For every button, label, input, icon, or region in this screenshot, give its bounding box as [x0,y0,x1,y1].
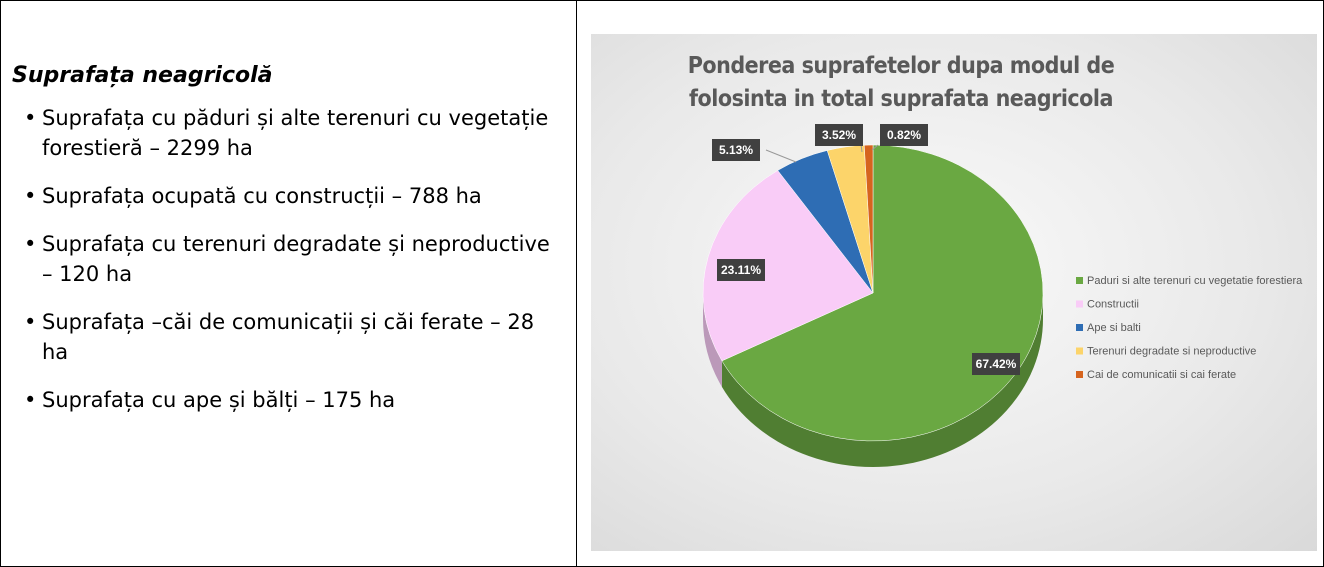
legend-label: Terenuri degradate si neproductive [1087,346,1256,358]
leader-line [765,149,797,163]
chart-svg: 67.42% 23.11% 5.13% 3.52% 0.82% Paduri si alt… [702,124,1303,467]
legend-swatch [1076,300,1083,308]
data-label-box [972,353,1020,375]
pie-side [703,293,722,387]
list-item: Suprafața cu păduri și alte terenuri cu … [21,103,566,163]
item-list: Suprafața cu păduri și alte terenuri cu … [21,103,566,433]
data-label: 67.42% [976,357,1017,371]
data-label: 23.11% [721,263,761,277]
pie-slice [702,170,874,362]
list-item: Suprafața –căi de comunicații și căi fer… [21,307,566,367]
data-label: 3.52% [822,128,856,142]
pie-slice [863,144,874,294]
legend-label: Paduri si alte terenuri cu vegetatie for… [1087,275,1303,287]
data-label-box [815,124,863,146]
text-panel: Suprafața neagricolă Suprafața cu păduri… [1,1,577,566]
data-label: 0.82% [887,128,921,142]
chart-title: Ponderea suprafetelor dupa modul de folo… [687,53,1115,112]
data-label-box [880,124,928,146]
list-item: Suprafața cu ape și bălți – 175 ha [21,385,566,415]
chart: 67.42% 23.11% 5.13% 3.52% 0.82% Paduri si alt… [591,34,1317,551]
legend-swatch [1076,347,1083,355]
legend-label: Ape si balti [1087,322,1141,334]
data-label-box [717,259,765,281]
leader-line [871,144,879,151]
legend-swatch [1076,324,1083,331]
heading: Suprafața neagricolă [12,63,273,88]
legend-label: Cai de comunicatii si cai ferate [1087,369,1236,381]
legend-swatch [1076,277,1083,284]
data-label-box [712,139,760,161]
pie-side [721,293,1043,467]
legend-label: Constructii [1087,299,1139,311]
list-item: Suprafața ocupată cu construcții – 788 h… [21,181,566,211]
data-label: 5.13% [719,143,753,157]
list-item: Suprafața cu terenuri degradate și nepro… [21,229,566,289]
legend-swatch [1076,371,1083,378]
